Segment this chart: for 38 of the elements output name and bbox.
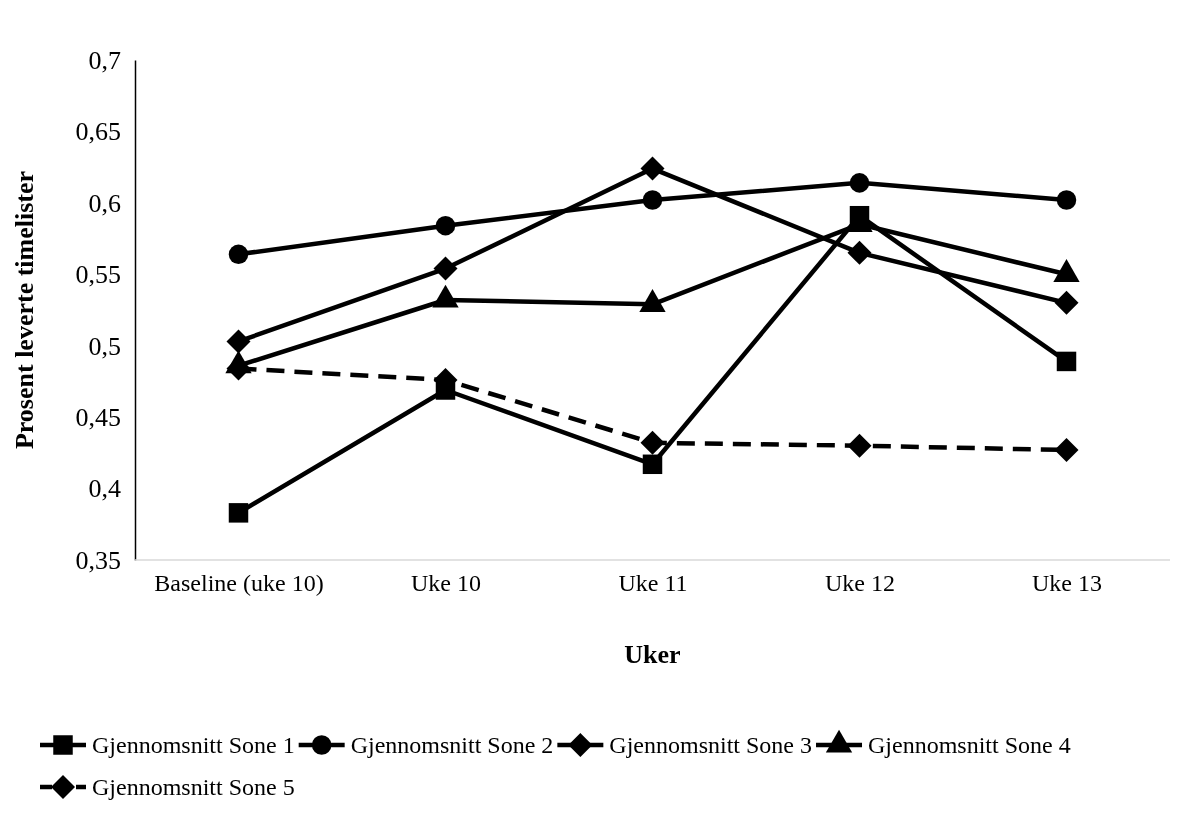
x-tick-label: Uke 12 [825, 570, 895, 597]
y-axis-title: Prosent leverte timelister [10, 170, 39, 450]
legend-label: Gjennomsnitt Sone 2 [350, 732, 554, 759]
y-tick-label: 0,7 [88, 45, 121, 75]
point [1056, 190, 1077, 210]
y-tick-label: 0,65 [75, 117, 121, 147]
point [1056, 351, 1077, 372]
point [640, 156, 665, 181]
y-tick-label: 0,55 [75, 260, 121, 290]
legend-label: Gjennomsnitt Sone 1 [92, 732, 295, 759]
y-tick-label: 0,5 [88, 331, 121, 361]
point [640, 430, 665, 455]
legend-label: Gjennomsnitt Sone 4 [868, 732, 1071, 759]
point [228, 503, 249, 523]
y-tick-label: 0,4 [88, 474, 121, 504]
point [847, 433, 872, 458]
point [642, 454, 663, 475]
point [433, 256, 458, 281]
y-tick-label: 0,35 [75, 545, 121, 575]
x-tick-label: Uke 10 [411, 570, 481, 597]
y-tick-label: 0,45 [75, 402, 121, 432]
point [226, 329, 251, 354]
point [1054, 438, 1079, 462]
point [849, 205, 870, 226]
point [435, 215, 456, 236]
point [435, 380, 456, 400]
point [847, 240, 872, 265]
x-tick-label: Uke 11 [618, 570, 688, 597]
point [642, 190, 663, 210]
point [1054, 290, 1079, 315]
x-tick-label: Baseline (uke 10) [154, 570, 324, 597]
y-tick-label: 0,6 [88, 188, 121, 218]
legend-label: Gjennomsnitt Sone 5 [92, 774, 295, 801]
legend-label: Gjennomsnitt Sone 3 [609, 732, 813, 759]
point [849, 173, 870, 193]
x-axis-title: Uker [624, 640, 681, 669]
point [228, 244, 249, 265]
x-tick-label: Uke 13 [1032, 570, 1102, 597]
